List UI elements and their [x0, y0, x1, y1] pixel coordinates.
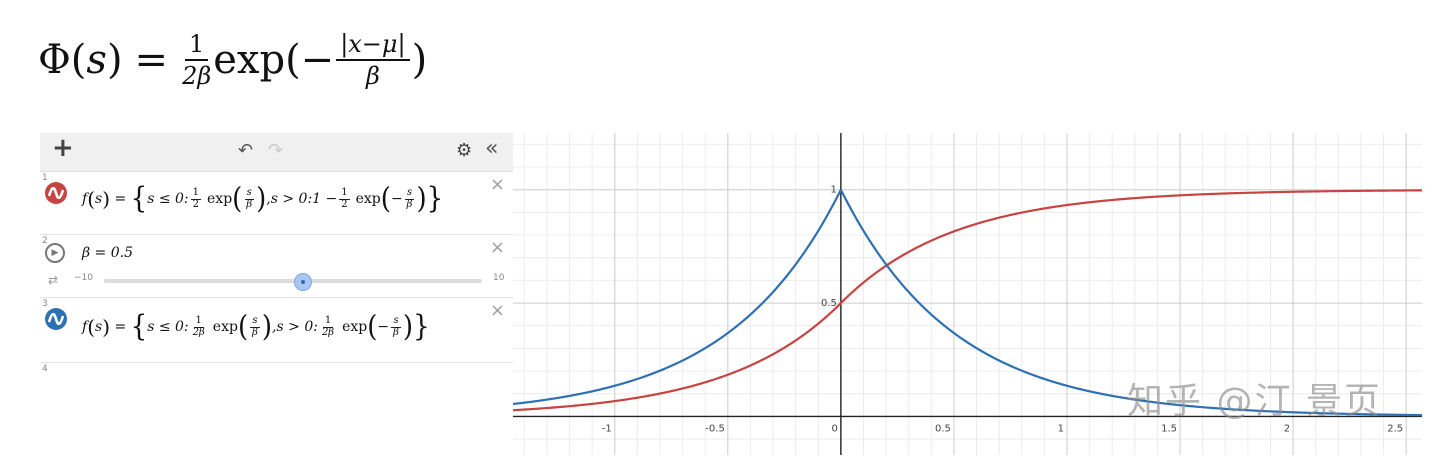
beta-slider-thumb[interactable] — [294, 273, 313, 291]
y-tick-label: 1 — [830, 185, 836, 196]
delete-expression-icon[interactable]: × — [489, 174, 505, 195]
delete-expression-icon[interactable]: × — [489, 300, 505, 321]
x-tick-label: 0.5 — [935, 423, 951, 434]
x-tick-label: -0.5 — [705, 423, 725, 434]
exponent-fraction: |x−μ| β — [336, 30, 410, 90]
x-tick-label: -1 — [602, 423, 612, 434]
expression-index: 3 — [42, 299, 48, 309]
phi-symbol: Φ — [38, 37, 71, 83]
top-formula: Φ ( s ) = 1 2β exp ( − |x−μ| β ) — [38, 29, 428, 90]
slider-formula[interactable]: β = 0.5 — [82, 245, 133, 261]
expression-gutter: 2 ▶ ⇄ — [40, 235, 72, 297]
collapse-panel-icon[interactable]: « — [485, 136, 499, 161]
exp-function: exp — [213, 37, 286, 83]
beta-slider-track[interactable] — [104, 279, 482, 283]
expression-index: 1 — [42, 173, 48, 183]
delete-expression-icon[interactable]: × — [489, 237, 505, 258]
series-line — [513, 189, 1422, 417]
expression-gutter: 1 — [40, 172, 72, 234]
expression-row-4[interactable]: 4 — [40, 363, 513, 403]
expression-index: 2 — [42, 236, 48, 246]
minus-sign: − — [300, 37, 335, 83]
graph-canvas[interactable]: -1 -0.5 0 0.5 1 1.5 2 2.5 0.5 1 — [513, 133, 1422, 455]
series-line — [513, 189, 1422, 412]
paren-open: ( — [70, 37, 87, 83]
gear-icon[interactable]: ⚙ — [456, 140, 473, 161]
expression-row-2[interactable]: 2 ▶ ⇄ × β = 0.5 −10 10 — [40, 235, 513, 298]
y-tick-label: 0.5 — [821, 298, 837, 309]
slider-max-label: 10 — [493, 273, 505, 283]
redo-icon[interactable]: ↷ — [268, 140, 284, 161]
x-tick-label: 1.5 — [1161, 423, 1177, 434]
expression-gutter: 3 — [40, 298, 72, 362]
coefficient-fraction: 1 2β — [182, 29, 212, 90]
play-icon[interactable]: ▶ — [45, 243, 65, 263]
paren-close: ) — [106, 37, 123, 83]
expression-gutter: 4 — [40, 363, 72, 403]
x-tick-label: 2.5 — [1387, 423, 1403, 434]
graph-color-icon[interactable] — [45, 308, 67, 330]
formula-variable: s — [86, 37, 107, 83]
slider-min-label: −10 — [74, 273, 93, 283]
x-tick-label: 1 — [1058, 423, 1064, 434]
add-expression-button[interactable]: + — [52, 133, 74, 163]
equals-sign: = — [134, 37, 169, 83]
x-tick-label: 0 — [831, 423, 837, 434]
x-tick-label: 2 — [1284, 423, 1290, 434]
loop-icon[interactable]: ⇄ — [48, 273, 59, 287]
undo-icon[interactable]: ↶ — [238, 140, 254, 161]
graph-color-icon[interactable] — [45, 182, 67, 204]
expression-toolbar: + ↶ ↷ ⚙ « — [40, 133, 513, 172]
watermark: 知乎 @汀 景页 — [1127, 381, 1382, 422]
expression-index: 4 — [42, 364, 48, 374]
